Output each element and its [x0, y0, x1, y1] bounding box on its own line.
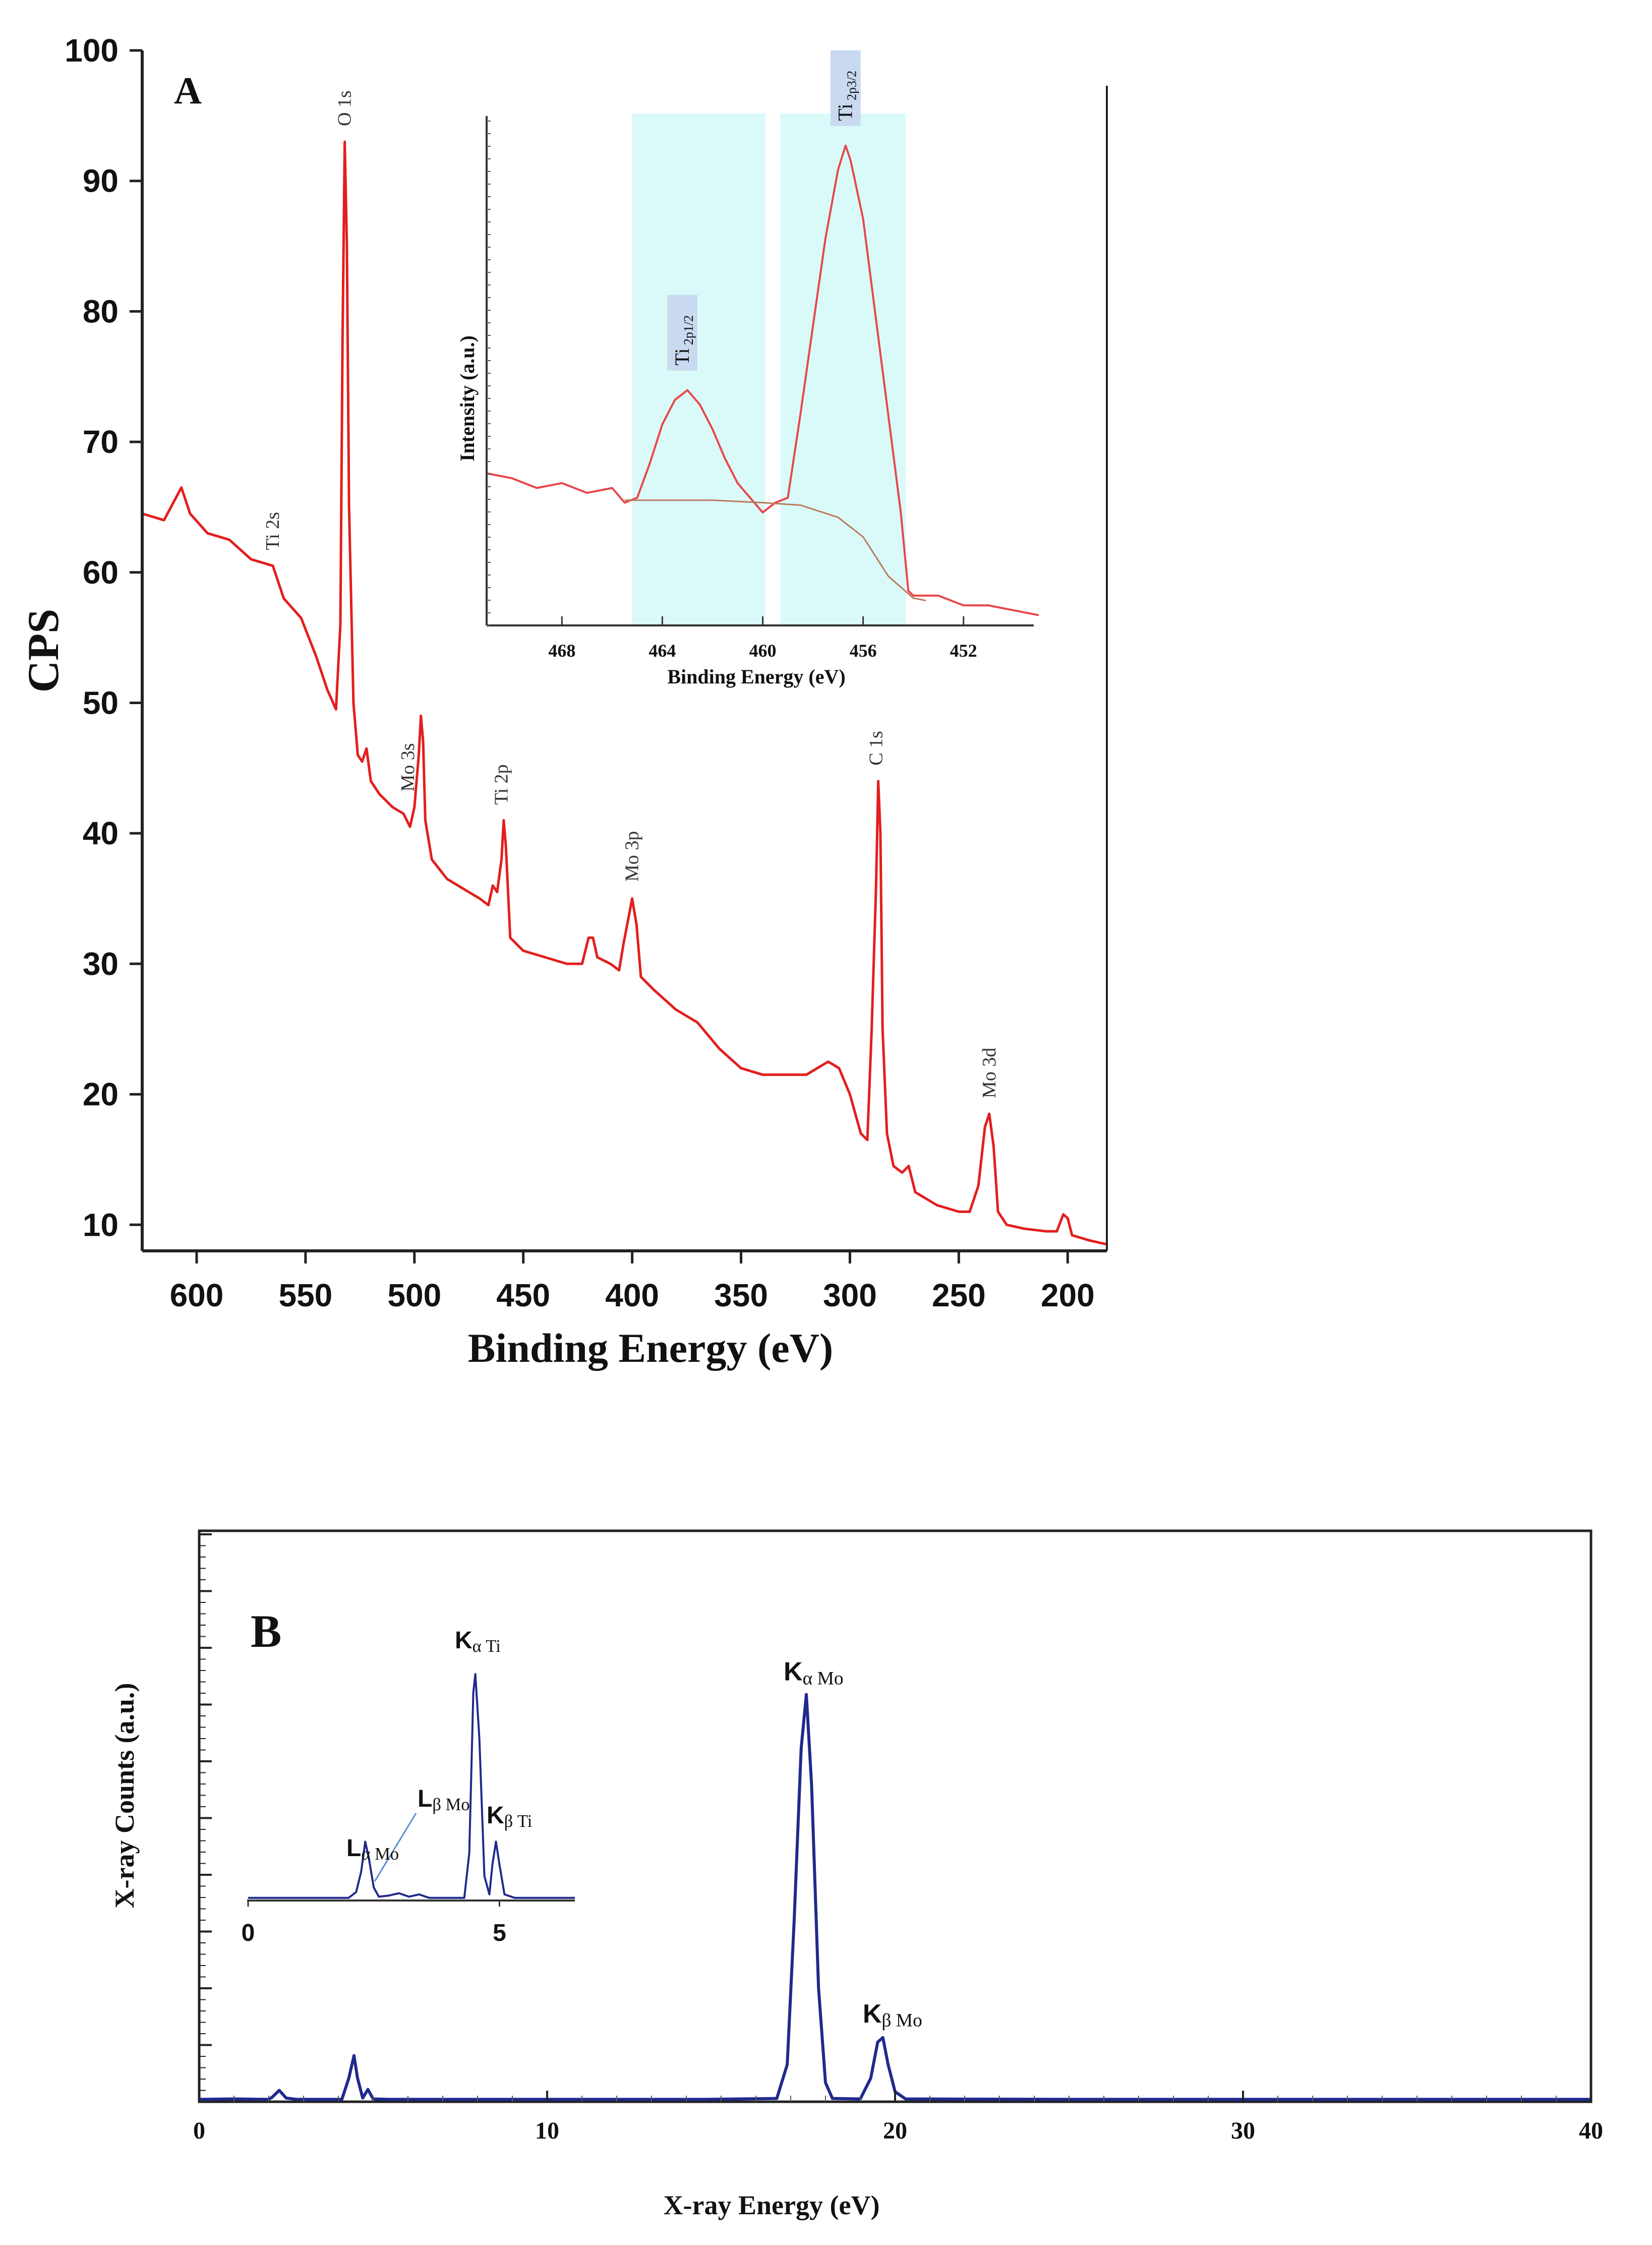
panel-b: 0 10 20 30 40 B X-ray Energy (eV) X-ray Coun…: [109, 1529, 1603, 2220]
peak-label-ti-2p: Ti 2p: [491, 764, 512, 804]
panel-b-label: B: [251, 1605, 281, 1657]
panel-a-x-tick-label: 400: [605, 1277, 659, 1313]
peak-label-mo-3d: Mo 3d: [979, 1048, 1000, 1098]
panel-a-x-tick-label: 600: [170, 1277, 224, 1313]
panel-a-label: A: [174, 70, 202, 112]
peak-label-k-beta-mo: Kβ Mo: [863, 1999, 922, 2031]
inset-x-tick-label: 456: [850, 641, 877, 661]
inset-x-label: Binding Energy (eV): [667, 665, 845, 688]
panel-a-y-tick-label: 10: [83, 1206, 119, 1243]
panel-a-y-tick-label: 40: [83, 815, 119, 851]
panel-a-inset: 468 464 460 456 452 Binding Energy (eV) Inte…: [456, 50, 1039, 688]
inset-peak-labels: Ti 2p1/2 Ti 2p3/2: [667, 50, 861, 371]
peak-label-ti-2p3-2: Ti 2p3/2: [834, 71, 859, 121]
panel-b-y-label: X-ray Counts (a.u.): [109, 1683, 140, 1908]
inset-y-label: Intensity (a.u.): [456, 335, 479, 462]
panel-a-ticks: 600 550 500 450 400 350 300 250 200 10 20 30 40 50 60 7…: [65, 32, 1094, 1313]
ti-label-box: [830, 50, 861, 126]
peak-label-l-beta-mo: Lβ Mo: [418, 1786, 470, 1814]
panel-b-x-tick-label: 40: [1579, 2117, 1603, 2144]
ti-2p-spectrum-line: [486, 144, 1039, 616]
panel-b-x-label: X-ray Energy (eV): [664, 2190, 880, 2220]
panel-a-x-label: Binding Energy (eV): [468, 1325, 833, 1371]
panel-a: 600 550 500 450 400 350 300 250 200 10 20 30 40 50 60 7…: [19, 32, 1108, 1371]
eds-series-layer: [199, 1693, 1591, 2101]
peak-label-k-beta-ti: Kβ Ti: [487, 1802, 532, 1831]
peak-label-mo-3p: Mo 3p: [622, 831, 643, 882]
panel-b-ticks: 0 10 20 30 40: [193, 1533, 1603, 2144]
peak-label-c-1s: C 1s: [865, 731, 887, 766]
panel-a-y-tick-label: 90: [83, 163, 119, 199]
l-beta-mo-leader-line: [374, 1813, 417, 1882]
panel-a-y-tick-label: 70: [83, 424, 119, 460]
panel-a-x-tick-label: 350: [714, 1277, 768, 1313]
background-line: [624, 499, 926, 602]
panel-a-x-tick-label: 500: [387, 1277, 441, 1313]
panel-a-peak-labels: O 1s Ti 2s Mo 3s Ti 2p Mo 3p C 1s Mo 3d: [262, 90, 1000, 1098]
panel-b-x-tick-label: 10: [535, 2117, 559, 2144]
inset-x-tick-label: 464: [648, 641, 676, 661]
panel-b-x-tick-label: 20: [883, 2117, 907, 2144]
panel-a-y-label: CPS: [19, 609, 68, 693]
panel-a-y-tick-label: 50: [83, 684, 119, 721]
inset-highlight-ti-2p3-2: [780, 113, 906, 625]
peak-label-l-alpha-mo: Lα Mo: [346, 1835, 399, 1864]
panel-a-x-tick-label: 250: [932, 1277, 986, 1313]
inset-highlight-ti-2p1-2: [632, 113, 765, 625]
panel-a-y-tick-label: 80: [83, 293, 119, 329]
panel-a-x-tick-label: 450: [496, 1277, 550, 1313]
inset-series-layer: [486, 144, 1039, 616]
ti-label-box: [667, 295, 698, 371]
peak-label-mo-3s: Mo 3s: [397, 743, 419, 791]
inset-x-tick-label: 468: [548, 641, 575, 661]
panel-a-y-tick-label: 20: [83, 1076, 119, 1113]
eds-inset-peak-labels: Lα Mo Lβ Mo Kα Ti Kβ Ti: [346, 1627, 532, 1864]
eds-inset-line: [248, 1673, 575, 1899]
eds-spectrum-line: [199, 1693, 1591, 2101]
inset-ticks: 468 464 460 456 452: [487, 121, 977, 661]
eds-inset-x-tick-label: 5: [493, 1920, 506, 1946]
peak-label-k-alpha-mo: Kα Mo: [784, 1657, 844, 1689]
xps-survey-line: [142, 140, 1107, 1246]
panel-a-x-tick-label: 550: [278, 1277, 332, 1313]
panel-a-y-tick-label: 30: [83, 946, 119, 982]
peak-label-o-1s: O 1s: [334, 90, 356, 126]
panel-a-x-tick-label: 200: [1041, 1277, 1095, 1313]
peak-label-ti-2s: Ti 2s: [262, 512, 283, 550]
inset-x-tick-label: 460: [749, 641, 777, 661]
eds-inset-x-tick-label: 0: [242, 1920, 255, 1946]
xps-series-layer: [142, 140, 1107, 1246]
inset-x-tick-label: 452: [950, 641, 977, 661]
panel-a-y-tick-label: 100: [65, 32, 119, 69]
panel-a-x-tick-label: 300: [823, 1277, 877, 1313]
peak-label-ti-2p1-2: Ti 2p1/2: [671, 315, 696, 366]
peak-label-k-alpha-ti: Kα Ti: [455, 1627, 501, 1656]
panel-b-x-tick-label: 30: [1231, 2117, 1255, 2144]
panel-a-y-tick-label: 60: [83, 554, 119, 591]
panel-b-x-tick-label: 0: [193, 2117, 205, 2144]
eds-inset-series-layer: [248, 1673, 575, 1899]
panel-b-peak-labels: Kα Mo Kβ Mo: [784, 1657, 922, 2031]
